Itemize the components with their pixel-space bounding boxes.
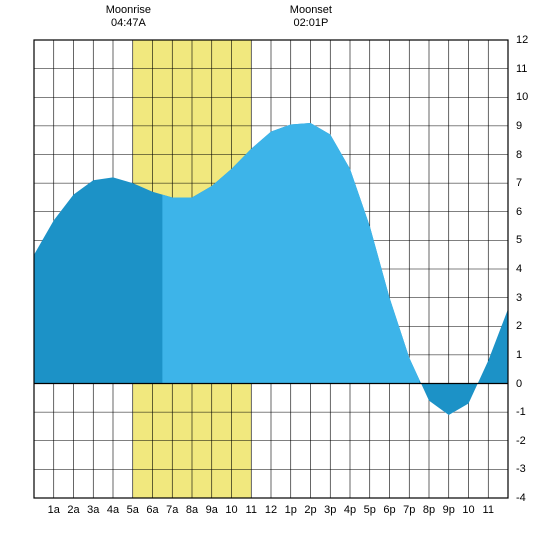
x-tick-label: 9p bbox=[443, 504, 455, 516]
x-tick-label: 8a bbox=[186, 504, 198, 516]
y-tick-label: 1 bbox=[516, 349, 522, 361]
y-tick-label: 6 bbox=[516, 206, 522, 218]
y-tick-label: -4 bbox=[516, 492, 526, 504]
y-tick-label: 8 bbox=[516, 149, 522, 161]
chart-canvas bbox=[0, 0, 550, 550]
top-annotations: Moonrise04:47A Moonset02:01P bbox=[0, 4, 550, 40]
x-tick-label: 11 bbox=[246, 504, 257, 516]
x-tick-label: 12 bbox=[265, 504, 277, 516]
moon-annotation-title: Moonset bbox=[290, 4, 332, 17]
x-tick-label: 6a bbox=[146, 504, 158, 516]
x-tick-label: 7p bbox=[403, 504, 415, 516]
y-tick-label: 9 bbox=[516, 120, 522, 132]
y-tick-label: 3 bbox=[516, 292, 522, 304]
x-tick-label: 3p bbox=[324, 504, 336, 516]
x-tick-label: 3a bbox=[87, 504, 99, 516]
y-tick-label: 10 bbox=[516, 91, 528, 103]
moon-annotation: Moonset02:01P bbox=[290, 4, 332, 30]
x-tick-label: 5a bbox=[127, 504, 139, 516]
y-tick-label: 7 bbox=[516, 177, 522, 189]
x-tick-label: 4a bbox=[107, 504, 119, 516]
x-tick-label: 11 bbox=[483, 504, 494, 516]
moon-annotation-title: Moonrise bbox=[106, 4, 151, 17]
x-tick-label: 10 bbox=[225, 504, 237, 516]
x-tick-label: 7a bbox=[166, 504, 178, 516]
moon-annotation-time: 02:01P bbox=[290, 17, 332, 30]
y-tick-label: 5 bbox=[516, 234, 522, 246]
x-tick-label: 2a bbox=[67, 504, 79, 516]
y-tick-label: 4 bbox=[516, 263, 522, 275]
x-tick-label: 4p bbox=[344, 504, 356, 516]
x-tick-label: 5p bbox=[364, 504, 376, 516]
tide-chart: Moonrise04:47A Moonset02:01P 1a 2a 3a 4a 5a 6a… bbox=[0, 0, 550, 550]
y-tick-label: 0 bbox=[516, 378, 522, 390]
moon-annotation-time: 04:47A bbox=[106, 17, 151, 30]
y-tick-label: -3 bbox=[516, 463, 526, 475]
moon-annotation: Moonrise04:47A bbox=[106, 4, 151, 30]
y-tick-label: 2 bbox=[516, 320, 522, 332]
x-tick-label: 2p bbox=[304, 504, 316, 516]
y-tick-label: 11 bbox=[516, 63, 527, 75]
y-tick-label: -2 bbox=[516, 435, 526, 447]
x-tick-label: 10 bbox=[462, 504, 474, 516]
x-tick-label: 1a bbox=[48, 504, 60, 516]
x-tick-label: 9a bbox=[206, 504, 218, 516]
y-tick-label: 12 bbox=[516, 34, 528, 46]
y-tick-label: -1 bbox=[516, 406, 526, 418]
x-tick-label: 8p bbox=[423, 504, 435, 516]
x-tick-label: 1p bbox=[285, 504, 297, 516]
x-tick-label: 6p bbox=[383, 504, 395, 516]
